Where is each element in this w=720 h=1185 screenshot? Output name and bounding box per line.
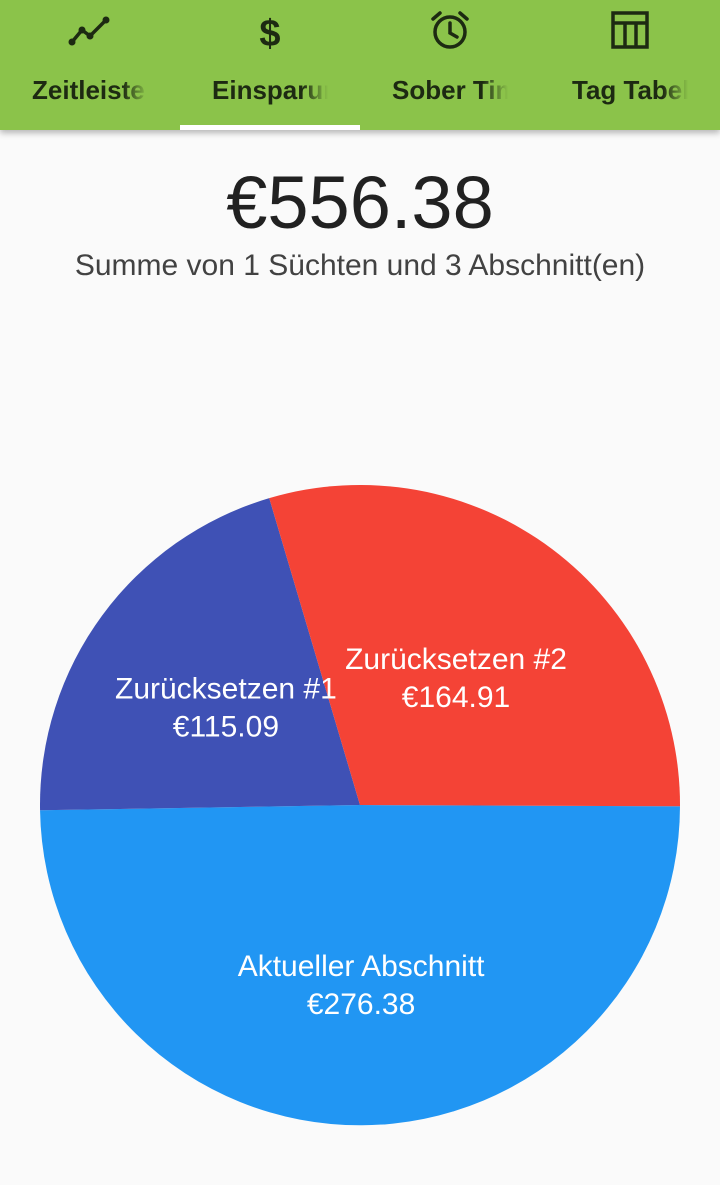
tab-label: Einsparungen — [212, 75, 328, 105]
dollar-icon: $ — [259, 13, 280, 52]
tab-savings[interactable]: $ Einsparungen — [180, 0, 360, 130]
tab-timeline[interactable]: Zeitleiste — [0, 0, 180, 130]
tab-label: Tag Tabelle — [572, 75, 688, 105]
pie-slice-label: Zurücksetzen #2 — [345, 643, 567, 676]
svg-text:$: $ — [259, 13, 280, 52]
tab-label: Zeitleiste — [32, 75, 145, 105]
total-subtitle: Summe von 1 Süchten und 3 Abschnitt(en) — [74, 249, 646, 282]
tab-sober-time[interactable]: Sober Time — [360, 0, 540, 130]
tab-label: Sober Time — [392, 75, 508, 105]
pie-slice[interactable] — [269, 485, 681, 807]
alarm-clock-icon — [431, 11, 469, 49]
trending-line-icon — [68, 16, 110, 46]
selected-tab-indicator — [180, 125, 360, 130]
tab-day-table[interactable]: Tag Tabelle — [540, 0, 720, 130]
table-icon — [611, 11, 649, 49]
pie-slice-value: €164.91 — [402, 681, 510, 714]
pie-slice-value: €115.09 — [173, 711, 279, 744]
pie-slice-label: Zurücksetzen #1 — [115, 673, 337, 706]
pie-slice-value: €276.38 — [307, 988, 415, 1021]
pie-slice[interactable] — [40, 805, 681, 1126]
total-savings: €556.38 — [226, 161, 494, 244]
pie-slice[interactable] — [39, 498, 360, 811]
tab-bar: Zeitleiste $ Einsparungen Sober Time — [0, 0, 720, 130]
pie-slice-label: Aktueller Abschnitt — [238, 950, 485, 983]
